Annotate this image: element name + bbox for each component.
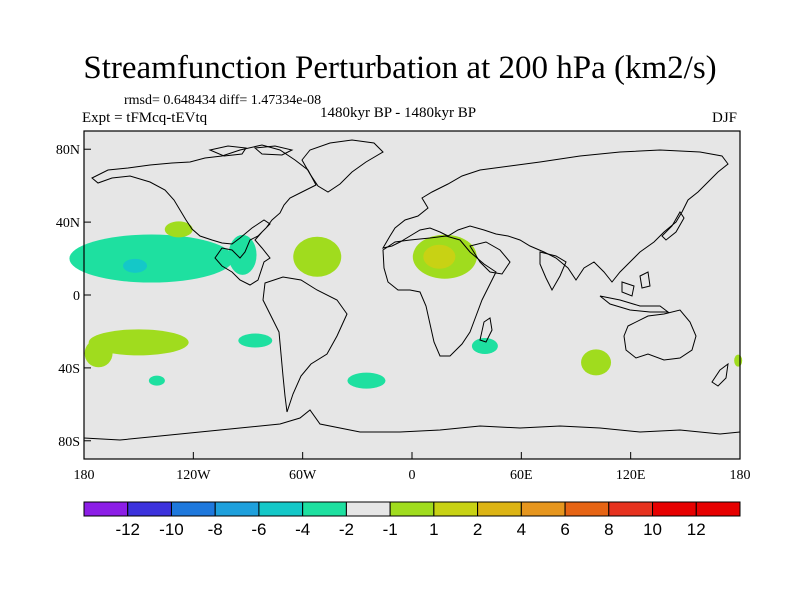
- colorbar-label: 12: [687, 520, 706, 539]
- colorbar-swatch: [389, 501, 435, 517]
- lat-tick-label: 80S: [58, 435, 80, 450]
- colorbar-swatch: [695, 501, 741, 517]
- colorbar-swatch: [520, 501, 566, 517]
- experiment-label: Expt = tFMcq-tEVtq: [82, 110, 208, 126]
- coastline-eurasia: [381, 149, 729, 283]
- coastline-north-america: [91, 144, 317, 286]
- colorbar-label: 2: [473, 520, 482, 539]
- map-background: [84, 131, 740, 459]
- longitude-axis: 180 120W 60W 0 60E 120E 180: [74, 452, 751, 483]
- coastline-greenland: [301, 139, 384, 193]
- colorbar-swatch: [214, 501, 260, 517]
- lon-tick-label: 120E: [616, 468, 646, 483]
- season-label: DJF: [712, 110, 738, 126]
- anomaly-indian-ocean-positive: [581, 349, 612, 376]
- anomaly-north-pacific-negative: [69, 234, 234, 283]
- colorbar-label: 8: [604, 520, 613, 539]
- colorbar-swatch: [258, 501, 304, 517]
- colorbar-swatch: [477, 501, 522, 517]
- colorbar-label: -2: [339, 520, 354, 539]
- colorbar-label: -6: [251, 520, 266, 539]
- lat-tick-label: 40S: [58, 362, 80, 377]
- anomaly-north-pacific-core: [123, 258, 148, 273]
- coastline-africa: [382, 235, 497, 357]
- anomaly-south-america-west-negative: [238, 333, 273, 348]
- colorbar-label: -4: [295, 520, 310, 539]
- colorbar-label: -12: [115, 520, 140, 539]
- coastline-antarctica: [83, 409, 741, 441]
- colorbar-swatch: [652, 501, 697, 517]
- anomaly-north-africa-core: [423, 244, 456, 269]
- colorbar-swatch: [433, 501, 479, 517]
- coastline-arabia: [469, 241, 511, 275]
- anomaly-australia-edge-positive: [734, 354, 743, 367]
- anomaly-madagascar-negative: [471, 338, 498, 355]
- lat-tick-label: 80N: [56, 143, 80, 158]
- anomaly-layer: [69, 221, 743, 389]
- lat-tick-label: 0: [73, 289, 80, 304]
- colorbar-swatch: [127, 501, 172, 517]
- colorbar: -12 -10 -8 -6 -4 -2 -1 1 2 4 6 8 10 12: [83, 501, 741, 539]
- coastline-japan: [661, 211, 685, 241]
- colorbar-swatch: [302, 501, 347, 517]
- colorbar-swatch: [608, 501, 654, 517]
- lon-tick-label: 180: [730, 468, 751, 483]
- anomaly-south-pacific-west-positive: [84, 339, 113, 368]
- lon-tick-label: 60W: [289, 468, 317, 483]
- lat-tick-label: 40N: [56, 216, 80, 231]
- colorbar-label: 6: [560, 520, 569, 539]
- colorbar-label: -1: [383, 520, 398, 539]
- lon-tick-label: 180: [74, 468, 95, 483]
- coastline-madagascar: [479, 317, 493, 343]
- lon-tick-label: 0: [409, 468, 416, 483]
- anomaly-south-pacific-positive: [88, 329, 189, 356]
- anomaly-north-america-positive: [164, 221, 193, 238]
- lon-tick-label: 120W: [176, 468, 211, 483]
- coastline-australia: [623, 309, 697, 361]
- colorbar-swatch: [564, 501, 610, 517]
- colorbar-label: 1: [429, 520, 438, 539]
- colorbar-swatch: [83, 501, 129, 517]
- page-title: Streamfunction Perturbation at 200 hPa (…: [83, 50, 717, 86]
- colorbar-label: -10: [159, 520, 184, 539]
- coastline-arctic-islands: [208, 145, 294, 157]
- anomaly-south-pacific-small: [148, 375, 165, 386]
- coastline-new-zealand: [711, 362, 729, 387]
- coastline-layer: [83, 139, 741, 441]
- colorbar-label: 4: [517, 520, 526, 539]
- lon-tick-label: 60E: [510, 468, 533, 483]
- colorbar-swatch: [345, 501, 391, 517]
- anomaly-mid-atlantic-positive: [293, 236, 342, 277]
- coastline-south-america: [262, 276, 348, 413]
- latitude-axis: 80N 40N 0 40S 80S: [56, 143, 91, 450]
- coastline-maritime-asia: [599, 271, 670, 313]
- colorbar-label: 10: [643, 520, 662, 539]
- colorbar-label: -8: [208, 520, 223, 539]
- stats-text: rmsd= 0.648434 diff= 1.47334e-08: [124, 93, 322, 108]
- anomaly-south-atlantic-negative: [347, 372, 386, 389]
- colorbar-swatch: [170, 501, 216, 517]
- coastline-india: [539, 251, 567, 292]
- period-label: 1480kyr BP - 1480kyr BP: [320, 105, 477, 121]
